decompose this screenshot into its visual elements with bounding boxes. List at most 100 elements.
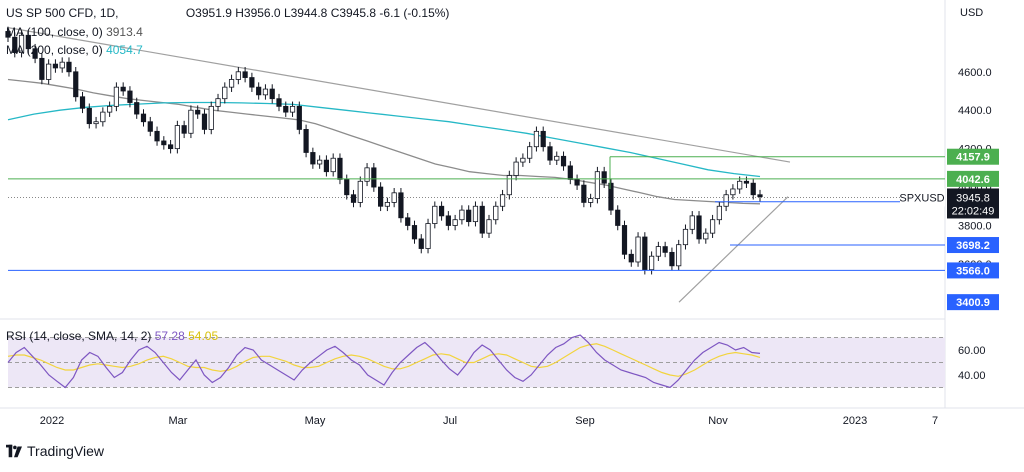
candle-body — [493, 205, 499, 221]
open-value: O3951.9 — [185, 6, 232, 20]
last-price-tag — [947, 188, 999, 219]
candle-body — [120, 86, 126, 92]
candle-body — [161, 140, 167, 146]
candle-body — [371, 167, 377, 188]
candle-body — [317, 159, 323, 165]
candle-body — [39, 57, 45, 80]
candle-body — [621, 225, 628, 255]
ma200-line — [7, 101, 761, 178]
candle-body — [18, 34, 25, 53]
ma100-value: 3913.4 — [106, 25, 143, 39]
candle-body — [520, 157, 526, 163]
candle-body — [323, 159, 330, 173]
candle-body — [615, 209, 621, 226]
change-value: -6.1 (-0.15%) — [379, 6, 450, 20]
candle-body — [750, 182, 756, 196]
candle-body — [73, 71, 79, 98]
candle-body — [533, 130, 540, 148]
candle-body — [283, 105, 289, 113]
ma100-label: MA (100, close, 0) — [6, 25, 103, 39]
candle-body — [642, 236, 648, 271]
candle-body — [411, 225, 418, 240]
candle-body — [289, 105, 296, 113]
x-tick-label: May — [305, 415, 326, 427]
candle-body — [256, 86, 262, 96]
candle-body — [201, 113, 208, 130]
x-tick-label: Jul — [443, 415, 457, 427]
candle-body — [669, 251, 675, 267]
candle-body — [405, 217, 411, 226]
level-tag-label: 3698.2 — [956, 240, 990, 252]
candle-body — [574, 178, 580, 186]
candle-body — [188, 109, 194, 134]
candle-body — [79, 96, 86, 109]
x-tick-label: 7 — [932, 415, 938, 427]
symbol-tag-bg — [900, 188, 945, 207]
candle-body — [662, 246, 668, 253]
low-value: L3944.8 — [283, 6, 328, 20]
candle-body — [86, 107, 92, 125]
rsi-tick-label: 40.00 — [958, 370, 986, 382]
candle-body — [235, 71, 241, 80]
candle-body — [222, 86, 228, 100]
candle-body — [737, 180, 743, 190]
candle-body — [689, 215, 695, 230]
candle-body — [195, 109, 201, 115]
candle-body — [25, 34, 31, 50]
candle-body — [350, 194, 357, 203]
ma100-line — [7, 78, 761, 205]
candle-body — [113, 86, 119, 107]
candle-body — [432, 205, 438, 224]
candle-body — [452, 219, 458, 226]
candle-body — [608, 182, 614, 211]
candle-body — [296, 105, 302, 130]
x-tick-label: Mar — [169, 415, 188, 427]
symbol-name: US SP 500 CFD, 1D, — [6, 6, 119, 20]
candle-body — [588, 198, 594, 203]
level-tag — [947, 294, 999, 311]
candle-body — [513, 161, 519, 176]
candle-body — [445, 215, 451, 226]
descending-trendline — [7, 27, 791, 163]
candle-body — [364, 167, 370, 182]
y-tick-label: 4400.0 — [958, 105, 992, 117]
candle-body — [167, 144, 174, 150]
x-tick-label: 2022 — [40, 415, 64, 427]
ma200-legend[interactable]: MA (200, close, 0) 4054.7 — [6, 42, 143, 58]
symbol-tag: SPXUSD — [899, 192, 944, 204]
level-tag — [947, 170, 999, 187]
x-tick-label: Nov — [708, 415, 728, 427]
rsi-value: 57.28 — [154, 329, 185, 343]
candle-body — [459, 209, 465, 221]
candle-body — [276, 98, 282, 107]
candle-body — [547, 146, 553, 161]
candle-body — [398, 192, 404, 219]
candle-body — [52, 63, 59, 69]
last-price-label: 3945.8 — [956, 192, 990, 204]
candle-body — [127, 90, 133, 103]
candle-body — [181, 125, 187, 134]
candle-body — [66, 61, 72, 73]
candle-body — [499, 194, 506, 207]
candle-body — [682, 228, 689, 246]
rsi-legend[interactable]: RSI (14, close, SMA, 14, 2) 57.28 54.05 — [6, 328, 218, 344]
candle-body — [628, 253, 634, 263]
candle-body — [540, 130, 546, 148]
candle-body — [554, 155, 560, 161]
y-tick-label: 3800.0 — [958, 220, 992, 232]
candle-body — [174, 125, 180, 150]
candle-body — [438, 205, 445, 217]
candle-body — [676, 244, 682, 267]
candle-body — [709, 219, 716, 234]
level-tag-label: 4042.6 — [956, 174, 990, 186]
candle-body — [506, 175, 512, 196]
level-tag — [947, 262, 999, 279]
candle-body — [147, 121, 153, 132]
tradingview-attribution[interactable]: TradingView — [6, 443, 104, 459]
candle-body — [242, 71, 248, 78]
ma100-legend[interactable]: MA (100, close, 0) 3913.4 — [6, 24, 143, 40]
candle-body — [100, 111, 106, 123]
candle-body — [391, 192, 397, 203]
candle-body — [730, 188, 736, 196]
symbol-legend: US SP 500 CFD, 1D, O3951.9 H3956.0 L3944… — [6, 5, 449, 21]
